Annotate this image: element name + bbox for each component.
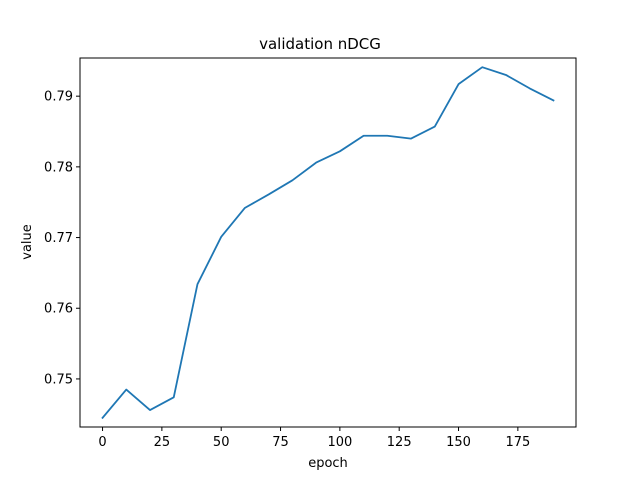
axes-frame [79, 57, 577, 428]
plot-area [101, 66, 555, 420]
x-axis-label: epoch [308, 456, 348, 471]
x-tick-label: 75 [272, 435, 289, 450]
chart-title: validation nDCG [259, 35, 381, 53]
y-axis: 0.75 0.76 0.77 0.78 0.79 [44, 90, 80, 387]
x-tick-label: 100 [327, 435, 352, 450]
y-tick-label: 0.78 [44, 160, 73, 175]
y-tick-label: 0.79 [44, 90, 73, 105]
x-tick-label: 0 [98, 435, 106, 450]
y-tick-label: 0.76 [44, 302, 73, 317]
x-tick-label: 125 [387, 435, 412, 450]
x-tick-label: 50 [213, 435, 230, 450]
series-line [101, 66, 555, 420]
x-tick-label: 175 [505, 435, 530, 450]
x-tick-label: 150 [446, 435, 471, 450]
y-axis-label: value [20, 224, 35, 260]
x-tick-label: 25 [154, 435, 171, 450]
y-tick-label: 0.75 [44, 372, 73, 387]
y-tick-label: 0.77 [44, 231, 73, 246]
x-axis: 0 25 50 75 100 125 150 175 [98, 427, 530, 450]
